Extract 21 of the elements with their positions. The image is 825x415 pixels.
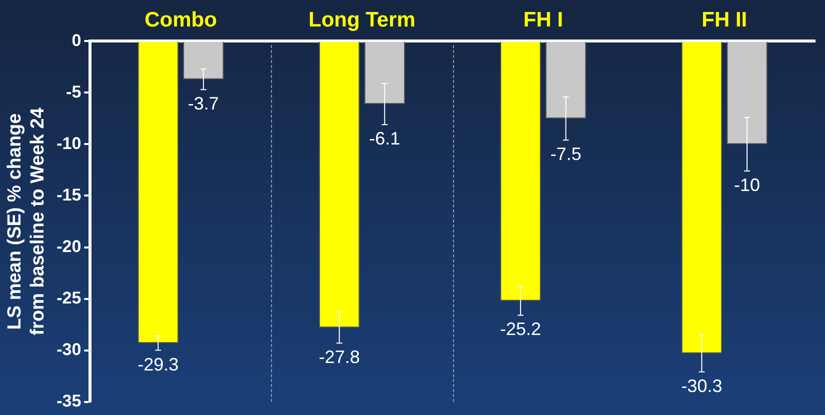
x-tick-label: Combo (144, 8, 217, 32)
y-tick-label: 0 (72, 30, 82, 50)
data-label: -30.3 (681, 376, 722, 396)
data-label: -10 (734, 174, 760, 195)
data-label: -27.8 (318, 347, 360, 368)
y-tick-label: -10 (56, 134, 82, 153)
data-label: -7.5 (550, 144, 582, 164)
y-tick-label: -35 (56, 391, 82, 410)
y-axis-title: LS mean (SE) % change from baseline to Week 24 (4, 107, 48, 336)
y-tick-label: -15 (56, 185, 82, 204)
data-label: -25.2 (500, 319, 542, 340)
y-tick-label: -20 (56, 236, 82, 256)
data-label: -29.3 (138, 354, 179, 374)
data-label: -3.7 (188, 94, 219, 114)
x-tick-label: FH I (523, 8, 564, 32)
y-tick-label: -30 (56, 340, 82, 359)
data-label: -6.1 (369, 128, 400, 149)
x-tick-label: Long Term (308, 8, 416, 32)
x-tick-label: FH II (702, 8, 748, 32)
y-tick-label: -5 (66, 82, 82, 102)
y-tick-label: -25 (56, 288, 82, 308)
